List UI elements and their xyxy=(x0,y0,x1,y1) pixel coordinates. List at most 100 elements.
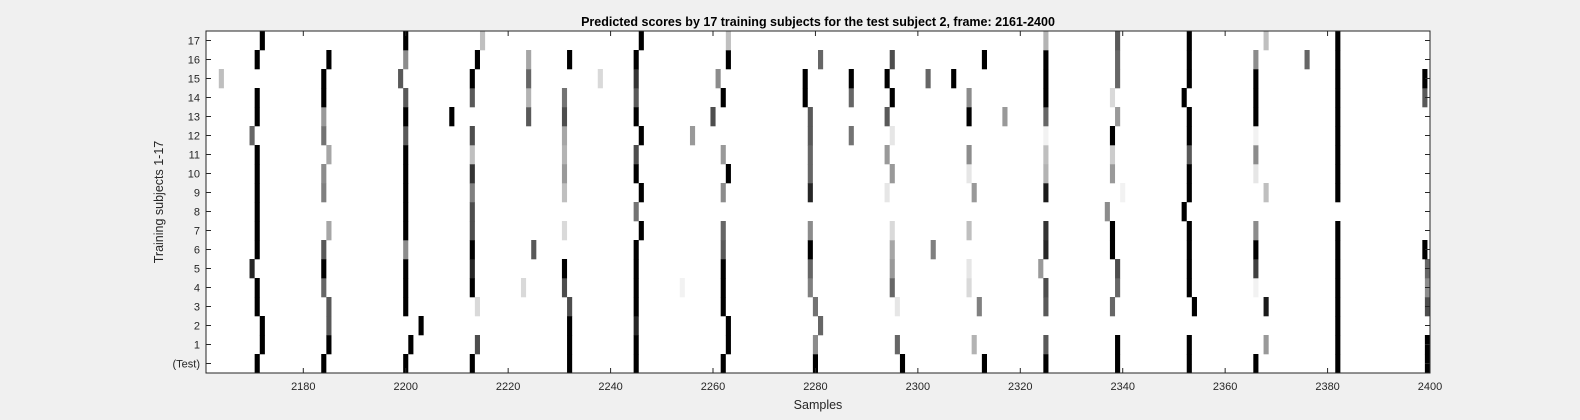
y-tick-label: 14 xyxy=(188,93,200,105)
heatmap-cell xyxy=(474,335,480,355)
heatmap-cell xyxy=(403,145,409,165)
heatmap-cell xyxy=(561,183,568,203)
heatmap-cell xyxy=(403,31,409,51)
heatmap-cell xyxy=(520,278,527,298)
heatmap-cell xyxy=(981,50,987,70)
heatmap-cell xyxy=(1253,354,1259,374)
heatmap-cell xyxy=(1043,221,1049,241)
heatmap-cell xyxy=(812,335,818,355)
heatmap-cell xyxy=(633,335,639,355)
heatmap-cell xyxy=(259,316,265,336)
heatmap-cell xyxy=(1115,354,1121,374)
heatmap-cell xyxy=(633,354,639,374)
heatmap-cell xyxy=(567,335,573,355)
heatmap-cell xyxy=(1253,126,1259,146)
heatmap-cell xyxy=(884,183,890,203)
heatmap-cell xyxy=(249,126,255,146)
heatmap-cell xyxy=(1043,278,1049,298)
heatmap-cell xyxy=(1043,297,1049,317)
heatmap-cell xyxy=(720,240,726,260)
heatmap-cell xyxy=(710,107,716,127)
heatmap-cell xyxy=(807,259,813,279)
heatmap-cell xyxy=(966,164,972,184)
heatmap-cell xyxy=(1043,126,1049,146)
heatmap-cell xyxy=(1043,69,1049,89)
x-tick-label: 2200 xyxy=(393,381,417,393)
heatmap-cell xyxy=(254,183,260,203)
heatmap-cell xyxy=(403,183,409,203)
heatmap-cell xyxy=(321,69,327,89)
heatmap-cell xyxy=(976,297,982,317)
heatmap-cell xyxy=(848,88,854,108)
heatmap-cell xyxy=(1335,31,1341,51)
heatmap-cell xyxy=(1335,354,1341,374)
y-tick-label: 3 xyxy=(194,302,200,314)
heatmap-cell xyxy=(807,145,813,165)
heatmap-cell xyxy=(633,316,639,336)
heatmap-cell xyxy=(469,88,475,108)
heatmap-cell xyxy=(567,354,573,374)
heatmap-cell xyxy=(807,126,813,146)
heatmap-cell xyxy=(1186,278,1192,298)
heatmap-cell xyxy=(531,240,537,260)
heatmap-cell xyxy=(899,354,906,374)
heatmap-cell xyxy=(725,316,731,336)
heatmap-cell xyxy=(1335,297,1341,317)
heatmap-cell xyxy=(720,278,726,298)
heatmap-cell xyxy=(321,278,327,298)
heatmap-cell xyxy=(326,316,332,336)
heatmap-cell xyxy=(1043,354,1049,374)
heatmap-cell xyxy=(526,50,532,70)
heatmap-cell xyxy=(807,278,813,298)
heatmap-cell xyxy=(1335,164,1341,184)
y-tick-label: 13 xyxy=(188,112,200,124)
heatmap-cell xyxy=(1335,107,1341,127)
heatmap-cell xyxy=(1263,297,1269,317)
heatmap-cell xyxy=(403,164,409,184)
heatmap-cell xyxy=(1186,259,1192,279)
heatmap-cell xyxy=(408,335,414,355)
heatmap-cell xyxy=(981,354,987,374)
heatmap-cell xyxy=(807,183,813,203)
x-tick-label: 2220 xyxy=(496,381,520,393)
heatmap-cell xyxy=(469,240,475,260)
heatmap-cell xyxy=(889,50,895,70)
heatmap-cell xyxy=(1186,335,1192,355)
y-tick-label: 6 xyxy=(194,245,200,257)
heatmap-cell xyxy=(633,259,639,279)
heatmap-cell xyxy=(633,240,639,260)
heatmap-cell xyxy=(1186,69,1192,89)
x-tick-label: 2240 xyxy=(598,381,622,393)
heatmap-cell xyxy=(1335,278,1341,298)
heatmap-cell xyxy=(403,278,409,298)
heatmap-cell xyxy=(1191,297,1197,317)
heatmap-cell xyxy=(326,145,332,165)
heatmap-cell xyxy=(1335,69,1341,89)
heatmap-cell xyxy=(1253,69,1259,89)
heatmap-cell xyxy=(1186,183,1192,203)
heatmap-cell xyxy=(561,145,568,165)
heatmap-cell xyxy=(1253,164,1259,184)
heatmap-cell xyxy=(1043,31,1049,51)
heatmap-cell xyxy=(254,240,260,260)
heatmap-cell xyxy=(720,183,726,203)
heatmap-cell xyxy=(1109,126,1116,146)
heatmap-cell xyxy=(561,88,568,108)
heatmap-cell xyxy=(818,50,824,70)
heatmap-cell xyxy=(848,69,854,89)
heatmap-cell xyxy=(321,164,327,184)
y-tick-label: 10 xyxy=(188,169,200,181)
heatmap-cell xyxy=(479,31,486,51)
heatmap-cell xyxy=(1253,50,1259,70)
heatmap-cell xyxy=(884,69,890,89)
heatmap-cell xyxy=(889,221,895,241)
heatmap-cell xyxy=(526,69,532,89)
heatmap-cell xyxy=(403,221,409,241)
heatmap-cell xyxy=(321,126,327,146)
heatmap-cell xyxy=(633,107,639,127)
heatmap-cell xyxy=(526,88,532,108)
heatmap-cell xyxy=(807,240,813,260)
heatmap-cell xyxy=(818,316,824,336)
y-tick-label: 17 xyxy=(188,36,200,48)
heatmap-cell xyxy=(1335,88,1341,108)
